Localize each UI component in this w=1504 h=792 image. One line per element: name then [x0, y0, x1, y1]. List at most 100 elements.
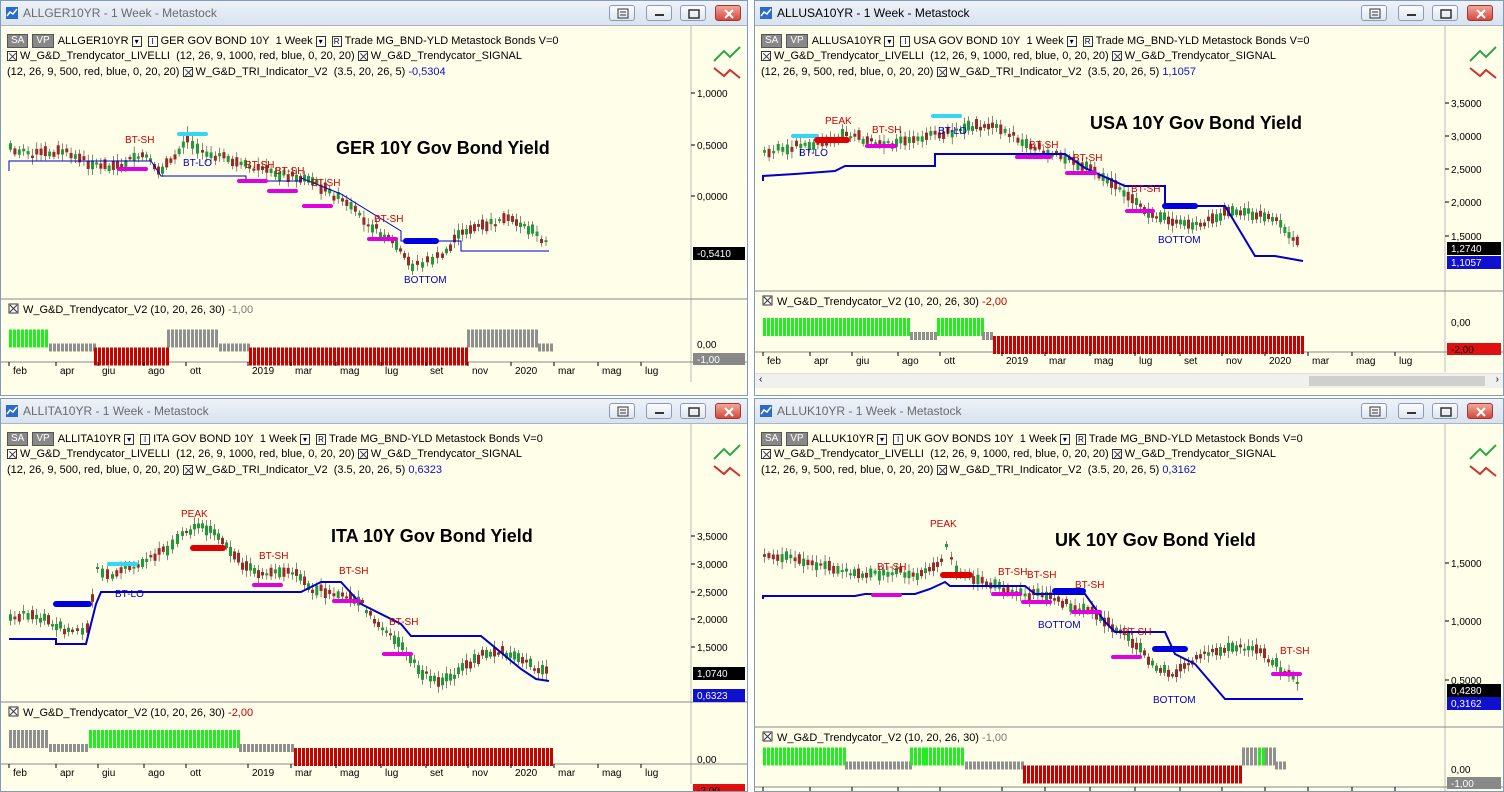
price-chart-uk[interactable]: UK 10Y Gov Bond Yield 1,5000 1,0000 0,5000 P… — [755, 424, 1504, 792]
chart-window-uk[interactable]: ALLUK10YR - 1 Week - Metastock SA VP ALLUK… — [754, 398, 1504, 792]
remove-indicator-icon[interactable] — [936, 465, 947, 476]
close-button[interactable] — [715, 403, 741, 419]
chart-window-usa[interactable]: ALLUSA10YR - 1 Week - Metastock SA VP ALLU… — [754, 0, 1504, 396]
symbol-dropdown[interactable]: ▾ — [124, 433, 135, 445]
sa-toggle[interactable]: SA — [7, 34, 29, 48]
close-button[interactable] — [715, 5, 741, 21]
price-chart-ita[interactable]: ITA 10Y Gov Bond Yield 3,5000 3,0000 2,5000… — [1, 424, 748, 792]
price-chart-usa[interactable]: USA 10Y Gov Bond Yield 3,5000 3,0000 2,5000… — [755, 26, 1504, 396]
candle-body — [544, 240, 548, 243]
scrollbar-thumb[interactable] — [1309, 376, 1485, 386]
refresh-dropdown[interactable]: R — [315, 433, 326, 445]
window-titlebar[interactable]: ALLUSA10YR - 1 Week - Metastock — [755, 1, 1503, 26]
oscillator-label: W_G&D_Trendycator_V2 (10, 20, 26, 30) -2… — [23, 707, 253, 719]
indicator-signal[interactable]: W_G&D_Trendycator_SIGNAL — [370, 448, 522, 461]
restore-icon-button[interactable] — [609, 403, 635, 419]
remove-indicator-icon[interactable] — [7, 51, 17, 62]
remove-indicator-icon[interactable] — [1111, 51, 1122, 62]
remove-indicator-icon[interactable] — [357, 51, 368, 62]
indicator-tri[interactable]: W_G&D_TRI_Indicator_V2 — [195, 66, 328, 79]
sa-toggle[interactable]: SA — [761, 34, 783, 48]
indicator-signal[interactable]: W_G&D_Trendycator_SIGNAL — [1124, 50, 1276, 63]
period-dropdown[interactable]: ▾ — [1059, 433, 1070, 445]
scroll-left-icon[interactable]: ‹ — [759, 374, 763, 385]
price-tick-label: 0,0000 — [697, 192, 728, 203]
info-dropdown[interactable]: I — [147, 35, 158, 47]
signal-label: BT-SH — [1027, 570, 1056, 581]
scroll-right-icon[interactable]: › — [1495, 374, 1499, 385]
maximize-button[interactable] — [1432, 403, 1458, 419]
oscillator-bar — [1111, 765, 1114, 784]
info-dropdown[interactable]: I — [140, 433, 151, 445]
oscillator-bar — [322, 748, 325, 766]
vp-toggle[interactable]: VP — [32, 432, 54, 446]
minimize-button[interactable] — [646, 5, 672, 21]
remove-indicator-icon[interactable] — [182, 67, 193, 78]
period-dropdown[interactable]: ▾ — [299, 433, 310, 445]
info-dropdown[interactable]: I — [893, 433, 904, 445]
restore-icon-button[interactable] — [1361, 5, 1387, 21]
remove-indicator-icon[interactable] — [936, 67, 947, 78]
oscillator-bar — [531, 329, 534, 348]
window-titlebar[interactable]: ALLGER10YR - 1 Week - Metastock — [1, 1, 747, 26]
candle-body — [226, 155, 230, 162]
chart-window-ger[interactable]: ALLGER10YR - 1 Week - Metastock SA VP ALLG… — [0, 0, 748, 396]
minimize-button[interactable] — [646, 403, 672, 419]
indicator-livelli[interactable]: W_G&D_Trendycator_LIVELLI — [20, 448, 170, 461]
oscillator-bar — [1051, 765, 1054, 784]
close-button[interactable] — [1467, 5, 1493, 21]
candle-body — [1223, 206, 1226, 216]
indicator-livelli[interactable]: W_G&D_Trendycator_LIVELLI — [20, 50, 170, 63]
remove-indicator-icon[interactable] — [761, 51, 771, 62]
horizontal-scrollbar[interactable]: ‹ › — [755, 373, 1503, 388]
period-dropdown[interactable]: ▾ — [315, 35, 326, 47]
price-chart-ger[interactable]: GER 10Y Gov Bond Yield 1,0000 0,5000 0,0000… — [1, 26, 748, 396]
remove-indicator-icon[interactable] — [357, 449, 368, 460]
minimize-button[interactable] — [1398, 403, 1424, 419]
indicator-signal[interactable]: W_G&D_Trendycator_SIGNAL — [1124, 448, 1276, 461]
vp-toggle[interactable]: VP — [786, 432, 808, 446]
layout-icon — [1369, 8, 1381, 19]
candle-body — [1073, 605, 1077, 611]
vp-toggle[interactable]: VP — [32, 34, 54, 48]
remove-indicator-icon — [763, 296, 772, 305]
oscillator-bar — [177, 730, 180, 748]
window-titlebar[interactable]: ALLUK10YR - 1 Week - Metastock — [755, 399, 1503, 424]
remove-indicator-icon[interactable] — [1111, 449, 1122, 460]
info-dropdown[interactable]: I — [900, 35, 911, 47]
indicator-tri[interactable]: W_G&D_TRI_Indicator_V2 — [949, 464, 1082, 477]
oscillator-bar — [957, 318, 960, 336]
symbol-dropdown[interactable]: ▾ — [877, 433, 888, 445]
refresh-dropdown[interactable]: R — [1082, 35, 1093, 47]
security-description: USA GOV BOND 10Y — [913, 35, 1021, 47]
indicator-livelli[interactable]: W_G&D_Trendycator_LIVELLI — [774, 448, 924, 461]
remove-indicator-icon[interactable] — [7, 449, 17, 460]
indicator-tri[interactable]: W_G&D_TRI_Indicator_V2 — [949, 66, 1082, 79]
indicator-signal[interactable]: W_G&D_Trendycator_SIGNAL — [370, 50, 522, 63]
remove-indicator-icon[interactable] — [761, 449, 771, 460]
close-button[interactable] — [1467, 403, 1493, 419]
remove-indicator-icon[interactable] — [182, 465, 193, 476]
window-titlebar[interactable]: ALLITA10YR - 1 Week - Metastock — [1, 399, 747, 424]
restore-icon-button[interactable] — [609, 5, 635, 21]
indicator-livelli[interactable]: W_G&D_Trendycator_LIVELLI — [774, 50, 924, 63]
sa-toggle[interactable]: SA — [7, 432, 29, 446]
indicator-tri[interactable]: W_G&D_TRI_Indicator_V2 — [195, 464, 328, 477]
symbol-dropdown[interactable]: ▾ — [131, 35, 142, 47]
sa-toggle[interactable]: SA — [761, 432, 783, 446]
period-dropdown[interactable]: ▾ — [1066, 35, 1077, 47]
candle-body — [55, 623, 58, 631]
maximize-button[interactable] — [680, 5, 706, 21]
symbol-dropdown[interactable]: ▾ — [884, 35, 895, 47]
maximize-button[interactable] — [1432, 5, 1458, 21]
refresh-dropdown[interactable]: R — [1075, 433, 1086, 445]
oscillator-bar — [1265, 747, 1268, 766]
candle-body — [763, 554, 766, 557]
vp-toggle[interactable]: VP — [786, 34, 808, 48]
maximize-button[interactable] — [680, 403, 706, 419]
signal-label: BT-SH — [998, 567, 1027, 578]
refresh-dropdown[interactable]: R — [331, 35, 342, 47]
chart-window-ita[interactable]: ALLITA10YR - 1 Week - Metastock SA VP ALLI… — [0, 398, 748, 792]
restore-icon-button[interactable] — [1361, 403, 1387, 419]
minimize-button[interactable] — [1398, 5, 1424, 21]
